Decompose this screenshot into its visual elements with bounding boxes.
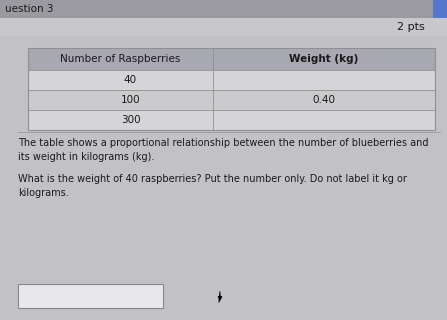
Text: 300: 300 (121, 115, 140, 125)
Bar (18, 284, 163, 308)
Bar (28, 70, 435, 90)
Text: What is the weight of 40 raspberries? Put the number only. Do not label it kg or: What is the weight of 40 raspberries? Pu… (18, 174, 407, 198)
Text: 100: 100 (121, 95, 140, 105)
Text: uestion 3: uestion 3 (5, 4, 54, 14)
Text: 0.40: 0.40 (312, 95, 336, 105)
Bar (433, 0, 447, 18)
Text: The table shows a proportional relationship between the number of blueberries an: The table shows a proportional relations… (18, 138, 429, 163)
Text: 2 pts: 2 pts (397, 22, 425, 32)
Bar (0, 18, 447, 36)
Text: Weight (kg): Weight (kg) (289, 54, 358, 64)
Bar (0, 0, 447, 18)
Bar (28, 48, 435, 70)
Bar (28, 48, 435, 130)
Bar (28, 110, 435, 130)
Bar (28, 90, 435, 110)
Text: 40: 40 (124, 75, 137, 85)
Text: Number of Raspberries: Number of Raspberries (60, 54, 181, 64)
